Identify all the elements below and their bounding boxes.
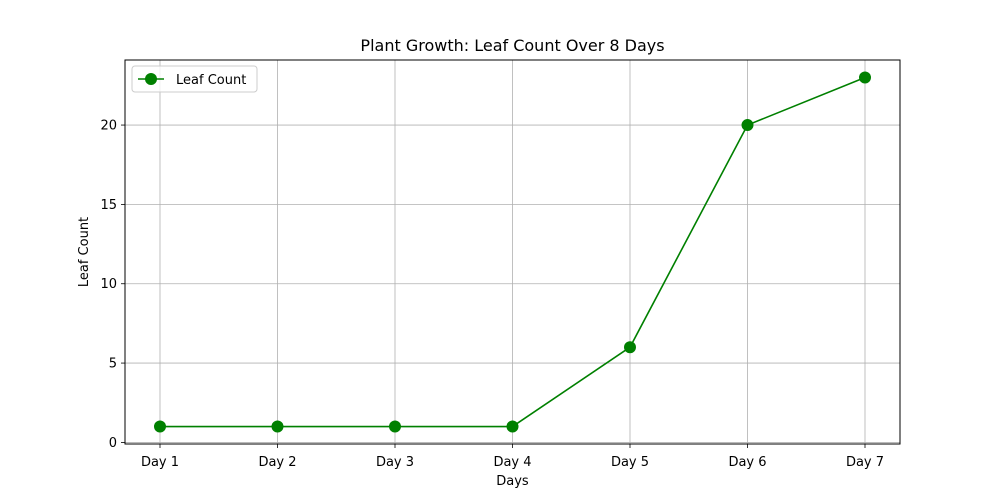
chart-title: Plant Growth: Leaf Count Over 8 Days (360, 36, 664, 55)
x-tick-label: Day 1 (141, 455, 179, 470)
x-tick-label: Day 6 (728, 455, 766, 470)
legend: Leaf Count (131, 65, 258, 93)
y-axis-label: Leaf Count (77, 217, 92, 287)
x-tick-label: Day 5 (611, 455, 649, 470)
data-point (271, 420, 284, 433)
data-point (859, 71, 871, 84)
data-point (741, 119, 754, 132)
data-point (506, 420, 519, 433)
x-axis: Day 1 Day 2 Day 3 Day 4 Day 5 Day 6 Day 7 (141, 444, 884, 470)
series-layer (154, 71, 871, 433)
data-point (624, 341, 636, 354)
x-tick-label: Day 2 (258, 455, 296, 470)
data-point (154, 420, 166, 433)
y-axis: 0 5 10 15 20 (100, 119, 125, 451)
legend-box (131, 65, 258, 93)
y-tick-label: 20 (100, 119, 117, 134)
x-axis-label: Days (496, 474, 529, 489)
data-point (389, 420, 401, 433)
y-tick-label: 15 (100, 198, 117, 213)
legend-label: Leaf Count (176, 73, 246, 88)
y-tick-label: 5 (109, 357, 117, 372)
y-tick-label: 0 (109, 436, 117, 451)
x-tick-label: Day 4 (493, 455, 531, 470)
y-tick-label: 10 (100, 277, 117, 292)
legend-marker-swatch (145, 73, 157, 85)
x-tick-label: Day 3 (376, 455, 414, 470)
x-tick-label: Day 7 (846, 455, 884, 470)
